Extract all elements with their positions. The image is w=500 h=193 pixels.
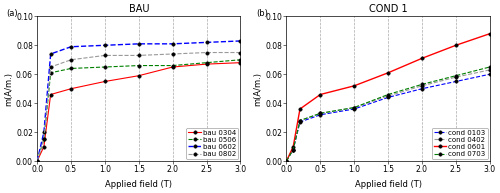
bau 0304 — [34, 160, 40, 162]
cond 0103 — [284, 160, 290, 162]
bau 0506 — [238, 59, 244, 61]
bau 0506 — [204, 62, 210, 64]
bau 0506 — [41, 138, 47, 141]
bau 0304 — [41, 146, 47, 148]
bau 0602 — [41, 131, 47, 133]
X-axis label: Applied field (T): Applied field (T) — [354, 180, 422, 189]
Title: BAU: BAU — [128, 4, 149, 14]
bau 0802 — [34, 160, 40, 162]
cond 0402 — [284, 160, 290, 162]
cond 0103 — [385, 96, 391, 99]
cond 0601 — [284, 160, 290, 162]
Line: bau 0506: bau 0506 — [36, 58, 242, 163]
bau 0602 — [48, 53, 54, 55]
cond 0103 — [318, 114, 324, 116]
cond 0703 — [487, 66, 493, 68]
cond 0703 — [290, 148, 296, 151]
bau 0602 — [204, 41, 210, 44]
Title: COND 1: COND 1 — [369, 4, 408, 14]
bau 0802 — [238, 51, 244, 54]
cond 0103 — [453, 80, 459, 83]
bau 0304 — [204, 63, 210, 65]
cond 0402 — [453, 76, 459, 78]
cond 0402 — [290, 148, 296, 151]
Text: (a): (a) — [6, 9, 18, 18]
bau 0602 — [68, 46, 74, 48]
bau 0802 — [170, 53, 175, 55]
cond 0402 — [351, 106, 357, 109]
cond 0601 — [290, 146, 296, 148]
cond 0703 — [453, 74, 459, 77]
cond 0402 — [385, 95, 391, 97]
cond 0703 — [297, 119, 303, 122]
bau 0602 — [238, 40, 244, 42]
Line: cond 0103: cond 0103 — [284, 73, 492, 163]
cond 0703 — [385, 93, 391, 96]
cond 0103 — [290, 148, 296, 151]
bau 0802 — [204, 51, 210, 54]
Y-axis label: m(A/m.): m(A/m.) — [254, 72, 262, 106]
bau 0304 — [48, 93, 54, 96]
cond 0103 — [351, 108, 357, 110]
bau 0802 — [68, 59, 74, 61]
cond 0402 — [318, 112, 324, 114]
bau 0802 — [102, 54, 108, 57]
Line: cond 0601: cond 0601 — [284, 32, 492, 163]
bau 0506 — [170, 64, 175, 67]
bau 0802 — [41, 138, 47, 141]
Line: cond 0402: cond 0402 — [284, 68, 492, 163]
bau 0304 — [136, 74, 142, 77]
cond 0601 — [385, 72, 391, 74]
cond 0402 — [487, 69, 493, 71]
bau 0506 — [136, 64, 142, 67]
cond 0703 — [419, 83, 425, 85]
cond 0103 — [419, 88, 425, 90]
cond 0103 — [487, 73, 493, 75]
bau 0304 — [238, 62, 244, 64]
Line: bau 0802: bau 0802 — [36, 51, 242, 163]
Line: bau 0602: bau 0602 — [36, 39, 242, 163]
bau 0506 — [102, 66, 108, 68]
bau 0304 — [170, 66, 175, 68]
cond 0703 — [351, 106, 357, 109]
cond 0601 — [318, 93, 324, 96]
Line: bau 0304: bau 0304 — [36, 61, 242, 163]
bau 0802 — [48, 66, 54, 68]
X-axis label: Applied field (T): Applied field (T) — [106, 180, 172, 189]
Text: (b): (b) — [256, 9, 268, 18]
cond 0103 — [297, 121, 303, 123]
Legend: cond 0103, cond 0402, cond 0601, cond 0703: cond 0103, cond 0402, cond 0601, cond 07… — [432, 128, 488, 159]
Legend: bau 0304, bau 0506, bau 0602, bau 0802: bau 0304, bau 0506, bau 0602, bau 0802 — [186, 128, 238, 159]
cond 0703 — [284, 160, 290, 162]
cond 0703 — [318, 112, 324, 114]
bau 0506 — [34, 160, 40, 162]
bau 0602 — [102, 44, 108, 47]
bau 0506 — [68, 67, 74, 70]
cond 0601 — [297, 108, 303, 110]
cond 0601 — [351, 85, 357, 87]
bau 0506 — [48, 72, 54, 74]
cond 0402 — [297, 119, 303, 122]
bau 0602 — [34, 160, 40, 162]
cond 0601 — [419, 57, 425, 59]
bau 0602 — [170, 43, 175, 45]
bau 0304 — [68, 88, 74, 90]
bau 0602 — [136, 43, 142, 45]
cond 0402 — [419, 85, 425, 87]
cond 0601 — [487, 33, 493, 35]
bau 0304 — [102, 80, 108, 83]
Line: cond 0703: cond 0703 — [284, 65, 492, 163]
Y-axis label: m(A/m.): m(A/m.) — [4, 72, 13, 106]
bau 0802 — [136, 54, 142, 57]
cond 0601 — [453, 44, 459, 47]
